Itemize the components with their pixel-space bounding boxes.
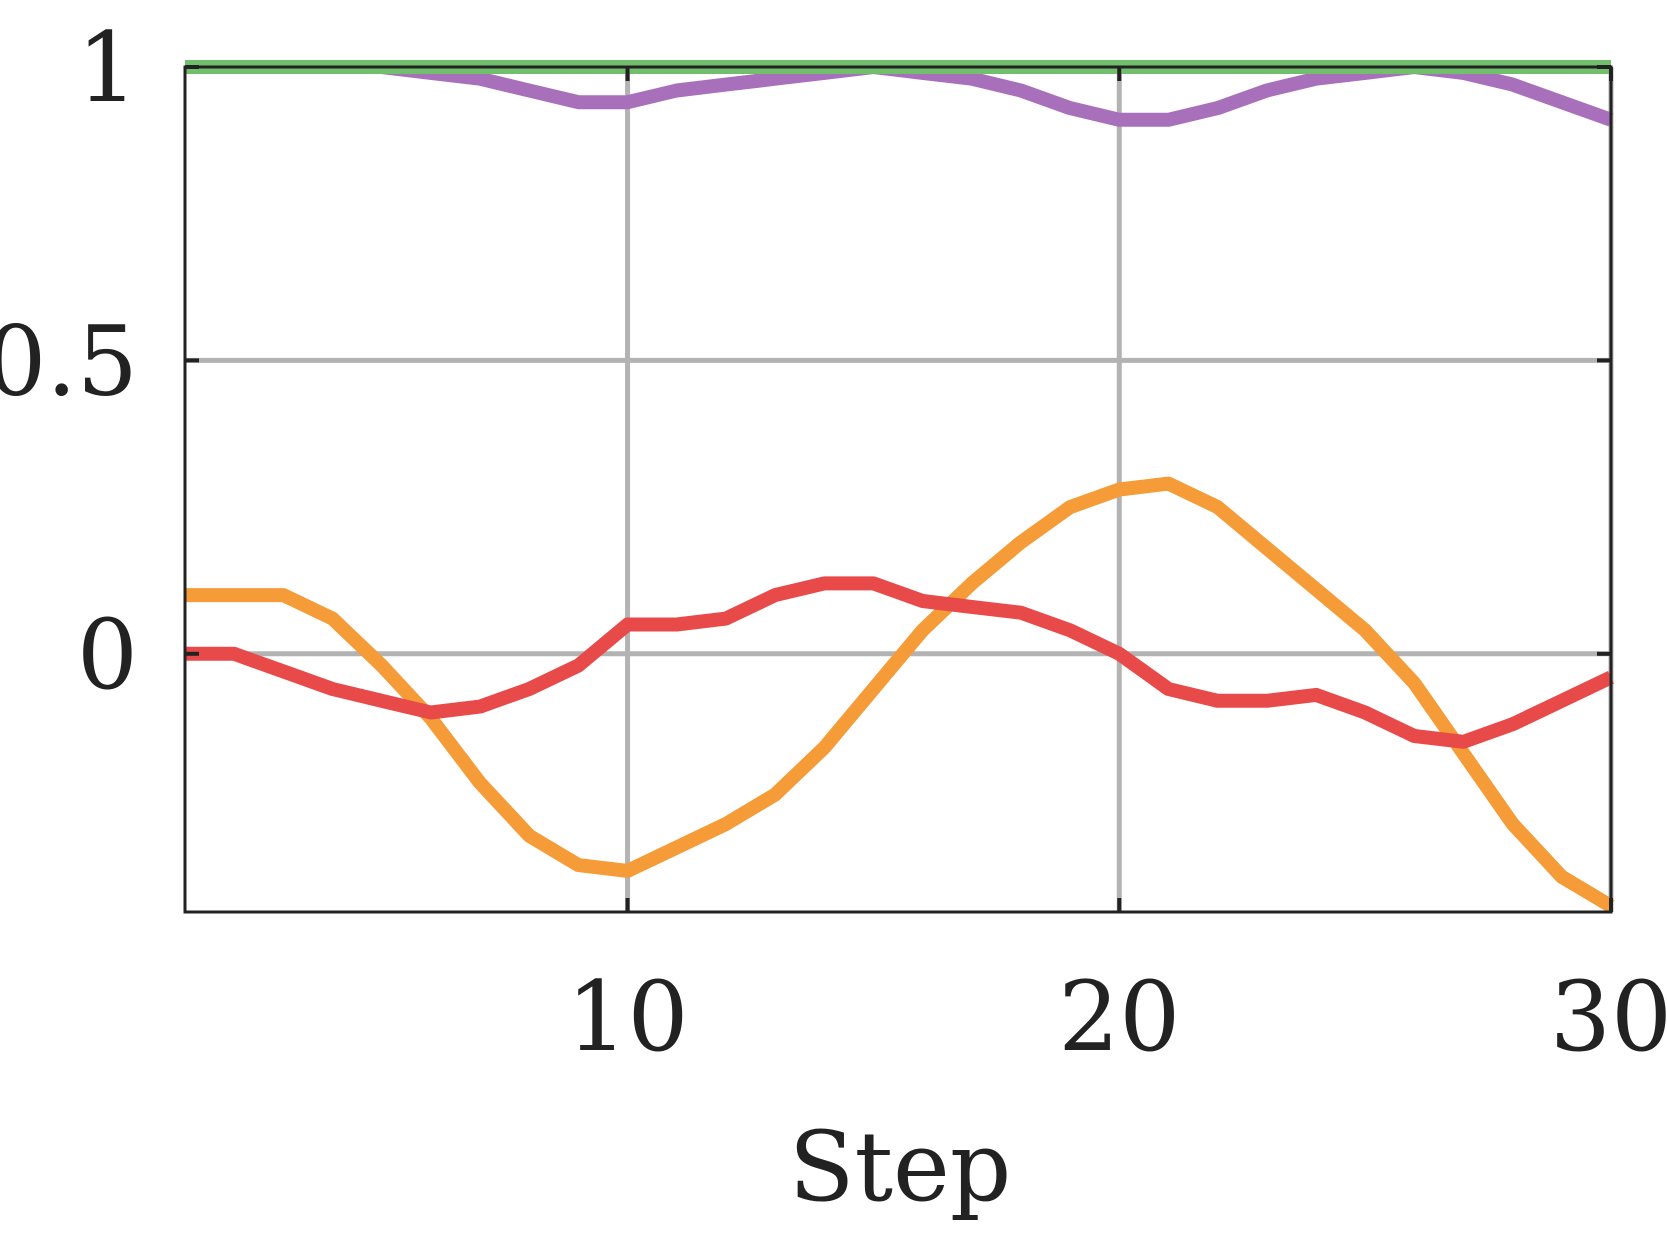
series-line-0	[185, 476, 1615, 913]
x-tick-label-1: 20	[1058, 961, 1180, 1073]
grid-lines	[185, 64, 1614, 912]
series-lines	[185, 60, 1615, 913]
x-axis-label: Step	[789, 1111, 1012, 1223]
y-tick-label-2: 1	[77, 12, 138, 124]
axes	[183, 65, 1613, 914]
plot-frame	[183, 65, 1613, 914]
y-tick-label-0: 0	[77, 599, 138, 711]
y-tick-label-1: 0.5	[0, 305, 138, 417]
tick-labels: 10 20 30 0 0.5 1	[0, 12, 1667, 1073]
x-tick-label-0: 10	[566, 961, 688, 1073]
series-line-2	[185, 60, 1614, 127]
x-tick-label-2: 30	[1550, 961, 1667, 1073]
series-line-1	[185, 576, 1615, 749]
